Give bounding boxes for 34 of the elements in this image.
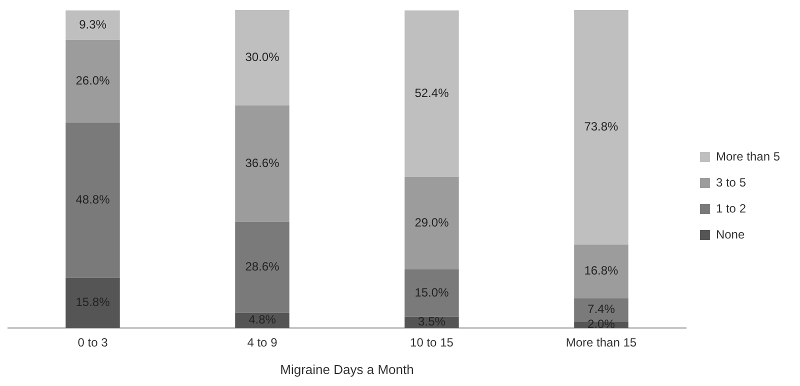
- data-label: 28.6%: [245, 260, 280, 274]
- bar: [574, 10, 628, 245]
- data-label: 73.8%: [584, 120, 619, 134]
- bar: [235, 10, 290, 106]
- bar: [404, 176, 459, 270]
- data-label: 48.8%: [76, 192, 110, 206]
- legend-label: 3 to 5: [716, 175, 746, 190]
- bar: [66, 10, 120, 40]
- bar: [235, 105, 290, 222]
- x-tick-label: 0 to 3: [78, 336, 108, 350]
- data-label: 36.6%: [245, 156, 280, 170]
- bar: [404, 269, 459, 317]
- data-label: 52.4%: [414, 86, 450, 100]
- data-label: 15.0%: [414, 285, 450, 300]
- data-label: 26.0%: [76, 74, 110, 88]
- bar: [574, 244, 628, 298]
- x-axis-title: Migraine Days a Month: [280, 362, 414, 377]
- legend-label: None: [716, 227, 745, 242]
- bar: [66, 278, 120, 328]
- x-tick-label: 10 to 15: [410, 336, 454, 350]
- x-tick-label: More than 15: [566, 336, 637, 350]
- data-label: 7.4%: [588, 302, 616, 316]
- data-label: 2.0%: [588, 317, 616, 332]
- data-label: 9.3%: [79, 17, 107, 32]
- data-label: 30.0%: [245, 50, 280, 64]
- bar: [66, 40, 120, 123]
- bar: [235, 222, 290, 313]
- data-label: 29.0%: [414, 215, 450, 230]
- legend-label: 1 to 2: [716, 201, 746, 216]
- bar: [404, 10, 459, 177]
- bar: [66, 122, 120, 278]
- legend-label: More than 5: [716, 149, 780, 164]
- x-tick-label: 4 to 9: [247, 336, 278, 350]
- data-label: 16.8%: [584, 264, 619, 278]
